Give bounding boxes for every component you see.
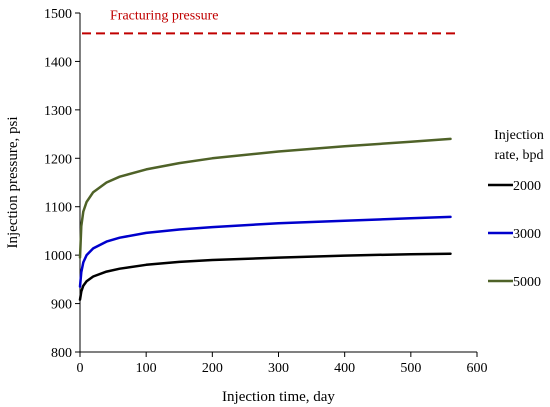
y-tick-label: 900 [51,298,72,313]
fracturing-pressure-label: Fracturing pressure [110,8,218,23]
x-tick-label: 400 [334,361,355,376]
series-line-5000 [78,137,452,259]
legend-label-2000: 2000 [513,179,541,194]
x-tick-label: 100 [136,361,157,376]
y-tick-label: 1300 [44,104,72,119]
y-axis-ticks: 800 900 1000 1100 1200 1300 1400 1500 [44,7,80,361]
x-axis-title: Injection time, day [222,389,335,405]
y-tick-label: 800 [51,346,72,361]
series-line-2000 [78,252,452,301]
x-axis-ticks: 0 100 200 300 400 500 600 [77,352,488,376]
x-tick-label: 600 [467,361,488,376]
annotation-layer: Fracturing pressure [82,8,455,35]
y-tick-label: 1400 [44,55,72,70]
series-layer [78,137,452,301]
legend: Injection rate, bpd 2000 3000 5000 [488,128,544,290]
x-tick-label: 0 [77,361,84,376]
plot-area: 800 900 1000 1100 1200 1300 1400 1500 0 100 200 30… [44,7,488,376]
legend-title-line1: Injection [494,128,544,143]
x-tick-label: 500 [400,361,421,376]
legend-label-5000: 5000 [513,275,541,290]
legend-items: 2000 3000 5000 [488,179,541,290]
legend-title-line2: rate, bpd [495,148,544,163]
y-tick-label: 1000 [44,249,72,264]
y-axis-title: Injection pressure, psi [5,116,21,248]
x-tick-label: 200 [202,361,223,376]
x-tick-label: 300 [268,361,289,376]
legend-label-3000: 3000 [513,227,541,242]
y-tick-label: 1100 [45,201,72,216]
y-tick-label: 1200 [44,152,72,167]
y-tick-label: 1500 [44,7,72,22]
series-line-3000 [78,215,452,288]
